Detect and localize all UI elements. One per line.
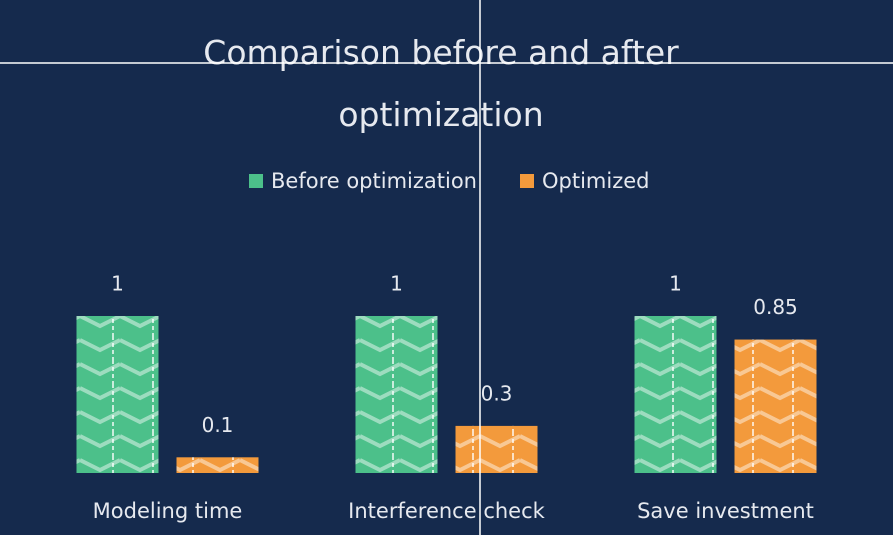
data-label: 1 [669, 272, 682, 296]
x-tick-label: Save investment [637, 499, 814, 523]
data-label: 0.3 [481, 381, 513, 405]
bar-texture [76, 316, 159, 473]
data-label: 1 [390, 272, 403, 296]
legend-swatch [249, 174, 263, 188]
bar-texture [634, 316, 717, 473]
data-label: 0.1 [202, 413, 234, 437]
x-tick-label: Modeling time [93, 499, 243, 523]
chart-title: Comparison before and after optimization [203, 33, 679, 134]
legend-swatch [520, 174, 534, 188]
bar-texture [176, 457, 259, 473]
legend-label: Optimized [542, 169, 650, 193]
bar-texture [455, 425, 538, 473]
legend-label: Before optimization [271, 169, 477, 193]
data-label: 1 [111, 272, 124, 296]
x-tick-label: Interference check [348, 499, 545, 523]
bar-texture [734, 339, 817, 473]
bar-texture [355, 316, 438, 473]
data-label: 0.85 [753, 295, 798, 319]
